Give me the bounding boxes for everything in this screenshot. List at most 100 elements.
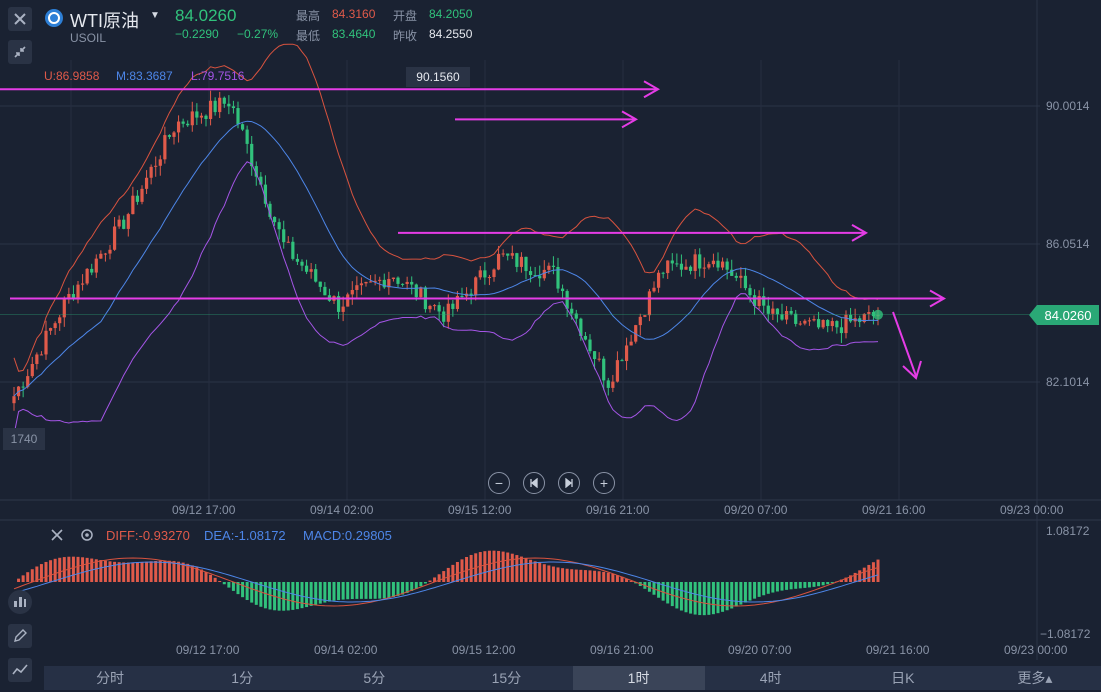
macd-histogram-bar bbox=[798, 582, 802, 589]
candle-body bbox=[154, 165, 158, 167]
candle-body bbox=[652, 287, 656, 292]
candle-body bbox=[99, 253, 103, 259]
price-change-pct: −0.27% bbox=[237, 27, 279, 41]
macd-histogram-bar bbox=[378, 582, 382, 599]
macd-histogram-bar bbox=[131, 562, 135, 582]
indicator-toggle-button[interactable] bbox=[8, 590, 32, 614]
macd-histogram-bar bbox=[606, 572, 610, 582]
macd-histogram-bar bbox=[414, 582, 418, 589]
candle-body bbox=[707, 264, 711, 268]
tab-timeframe[interactable]: 15分 bbox=[491, 670, 522, 686]
candle-body bbox=[204, 115, 208, 119]
tab-timeframe[interactable]: 5分 bbox=[363, 670, 386, 686]
candle-body bbox=[35, 354, 39, 364]
candle-body bbox=[510, 253, 514, 256]
fullscreen-button[interactable] bbox=[8, 40, 32, 64]
candle-body bbox=[661, 272, 665, 274]
candle-body bbox=[446, 303, 450, 322]
macd-histogram-bar bbox=[501, 551, 505, 582]
candle-body bbox=[336, 296, 341, 312]
symbol-name[interactable]: WTI原油 bbox=[70, 11, 139, 31]
tab-timeframe[interactable]: 1分 bbox=[231, 670, 254, 686]
macd-histogram-bar bbox=[583, 570, 587, 582]
macd-histogram-bar bbox=[775, 582, 779, 592]
macd-histogram-bar bbox=[433, 577, 437, 582]
candle-body bbox=[437, 305, 441, 312]
candle-body bbox=[26, 376, 30, 387]
price-chart[interactable] bbox=[0, 0, 1101, 666]
candle-body bbox=[734, 275, 738, 278]
bollinger-upper-line bbox=[13, 43, 879, 372]
macd-x-tick: 09/12 17:00 bbox=[176, 643, 240, 657]
draw-tool-button[interactable] bbox=[8, 624, 32, 648]
candle-body bbox=[144, 177, 149, 189]
close-icon bbox=[51, 529, 63, 541]
macd-histogram-bar bbox=[661, 582, 665, 601]
macd-histogram-bar bbox=[515, 555, 519, 582]
macd-histogram-bar bbox=[524, 558, 528, 582]
scroll-end-button[interactable] bbox=[558, 472, 580, 494]
candle-body bbox=[282, 229, 286, 243]
macd-histogram-bar bbox=[190, 565, 194, 582]
candle-body bbox=[364, 281, 368, 284]
candle-body bbox=[80, 283, 85, 285]
candle-body bbox=[766, 305, 770, 314]
tab-timeframe-active[interactable]: 1时 bbox=[572, 666, 705, 690]
candle-body bbox=[803, 320, 807, 324]
tab-timeframe[interactable]: 日K bbox=[891, 670, 915, 686]
candle-body bbox=[780, 314, 784, 320]
macd-histogram-bar bbox=[753, 582, 757, 599]
tab-timeframe[interactable]: 4时 bbox=[759, 670, 782, 686]
close-macd-button[interactable] bbox=[49, 527, 65, 548]
candle-body bbox=[624, 345, 629, 362]
tab-timeframe[interactable]: 分时 bbox=[96, 670, 125, 686]
scroll-start-button[interactable] bbox=[523, 472, 545, 494]
macd-histogram-bar bbox=[305, 582, 309, 608]
macd-histogram-bar bbox=[49, 560, 53, 582]
macd-settings-button[interactable] bbox=[79, 527, 95, 548]
macd-histogram-bar bbox=[391, 582, 395, 597]
candle-body bbox=[295, 258, 300, 262]
chevron-down-icon[interactable]: ▼ bbox=[150, 10, 160, 21]
high-label: 最高 bbox=[296, 9, 321, 23]
candle-body bbox=[702, 267, 706, 269]
candle-body bbox=[455, 295, 460, 309]
current-price-tag: 84.0260 bbox=[1029, 305, 1099, 325]
candle-body bbox=[698, 254, 702, 269]
candle-body bbox=[835, 321, 839, 328]
candle-body bbox=[387, 278, 391, 288]
macd-histogram-bar bbox=[497, 550, 501, 582]
candle-body bbox=[533, 275, 537, 277]
macd-histogram-bar bbox=[364, 582, 368, 599]
candle-body bbox=[309, 269, 313, 272]
candle-body bbox=[122, 219, 126, 229]
close-chart-button[interactable] bbox=[8, 7, 32, 31]
candle-body bbox=[199, 115, 204, 118]
candle-body bbox=[826, 320, 830, 327]
candle-body bbox=[784, 310, 789, 320]
macd-histogram-bar bbox=[492, 550, 496, 582]
macd-histogram-bar bbox=[337, 582, 341, 601]
zoom-out-button[interactable]: − bbox=[488, 472, 510, 494]
zoom-in-button[interactable]: + bbox=[593, 472, 615, 494]
macd-histogram-bar bbox=[314, 582, 318, 605]
skip-back-icon bbox=[530, 478, 538, 488]
candle-body bbox=[108, 249, 112, 254]
low-value: 83.4640 bbox=[332, 27, 376, 41]
open-value: 84.2050 bbox=[429, 7, 473, 21]
candle-body bbox=[739, 275, 743, 278]
chart-type-button[interactable] bbox=[8, 658, 32, 682]
candle-body bbox=[469, 293, 473, 296]
candle-body bbox=[574, 313, 578, 319]
candle-body bbox=[62, 299, 66, 318]
candle-body bbox=[848, 314, 853, 322]
macd-histogram-bar bbox=[254, 582, 258, 605]
candle-body bbox=[90, 268, 94, 273]
candle-body bbox=[679, 263, 684, 270]
macd-histogram-bar bbox=[611, 573, 615, 582]
candle-body bbox=[304, 265, 309, 272]
macd-histogram-bar bbox=[785, 582, 789, 590]
macd-histogram-bar bbox=[30, 569, 34, 582]
tab-more[interactable]: 更多▴ bbox=[1017, 670, 1053, 686]
macd-histogram-bar bbox=[154, 560, 158, 582]
